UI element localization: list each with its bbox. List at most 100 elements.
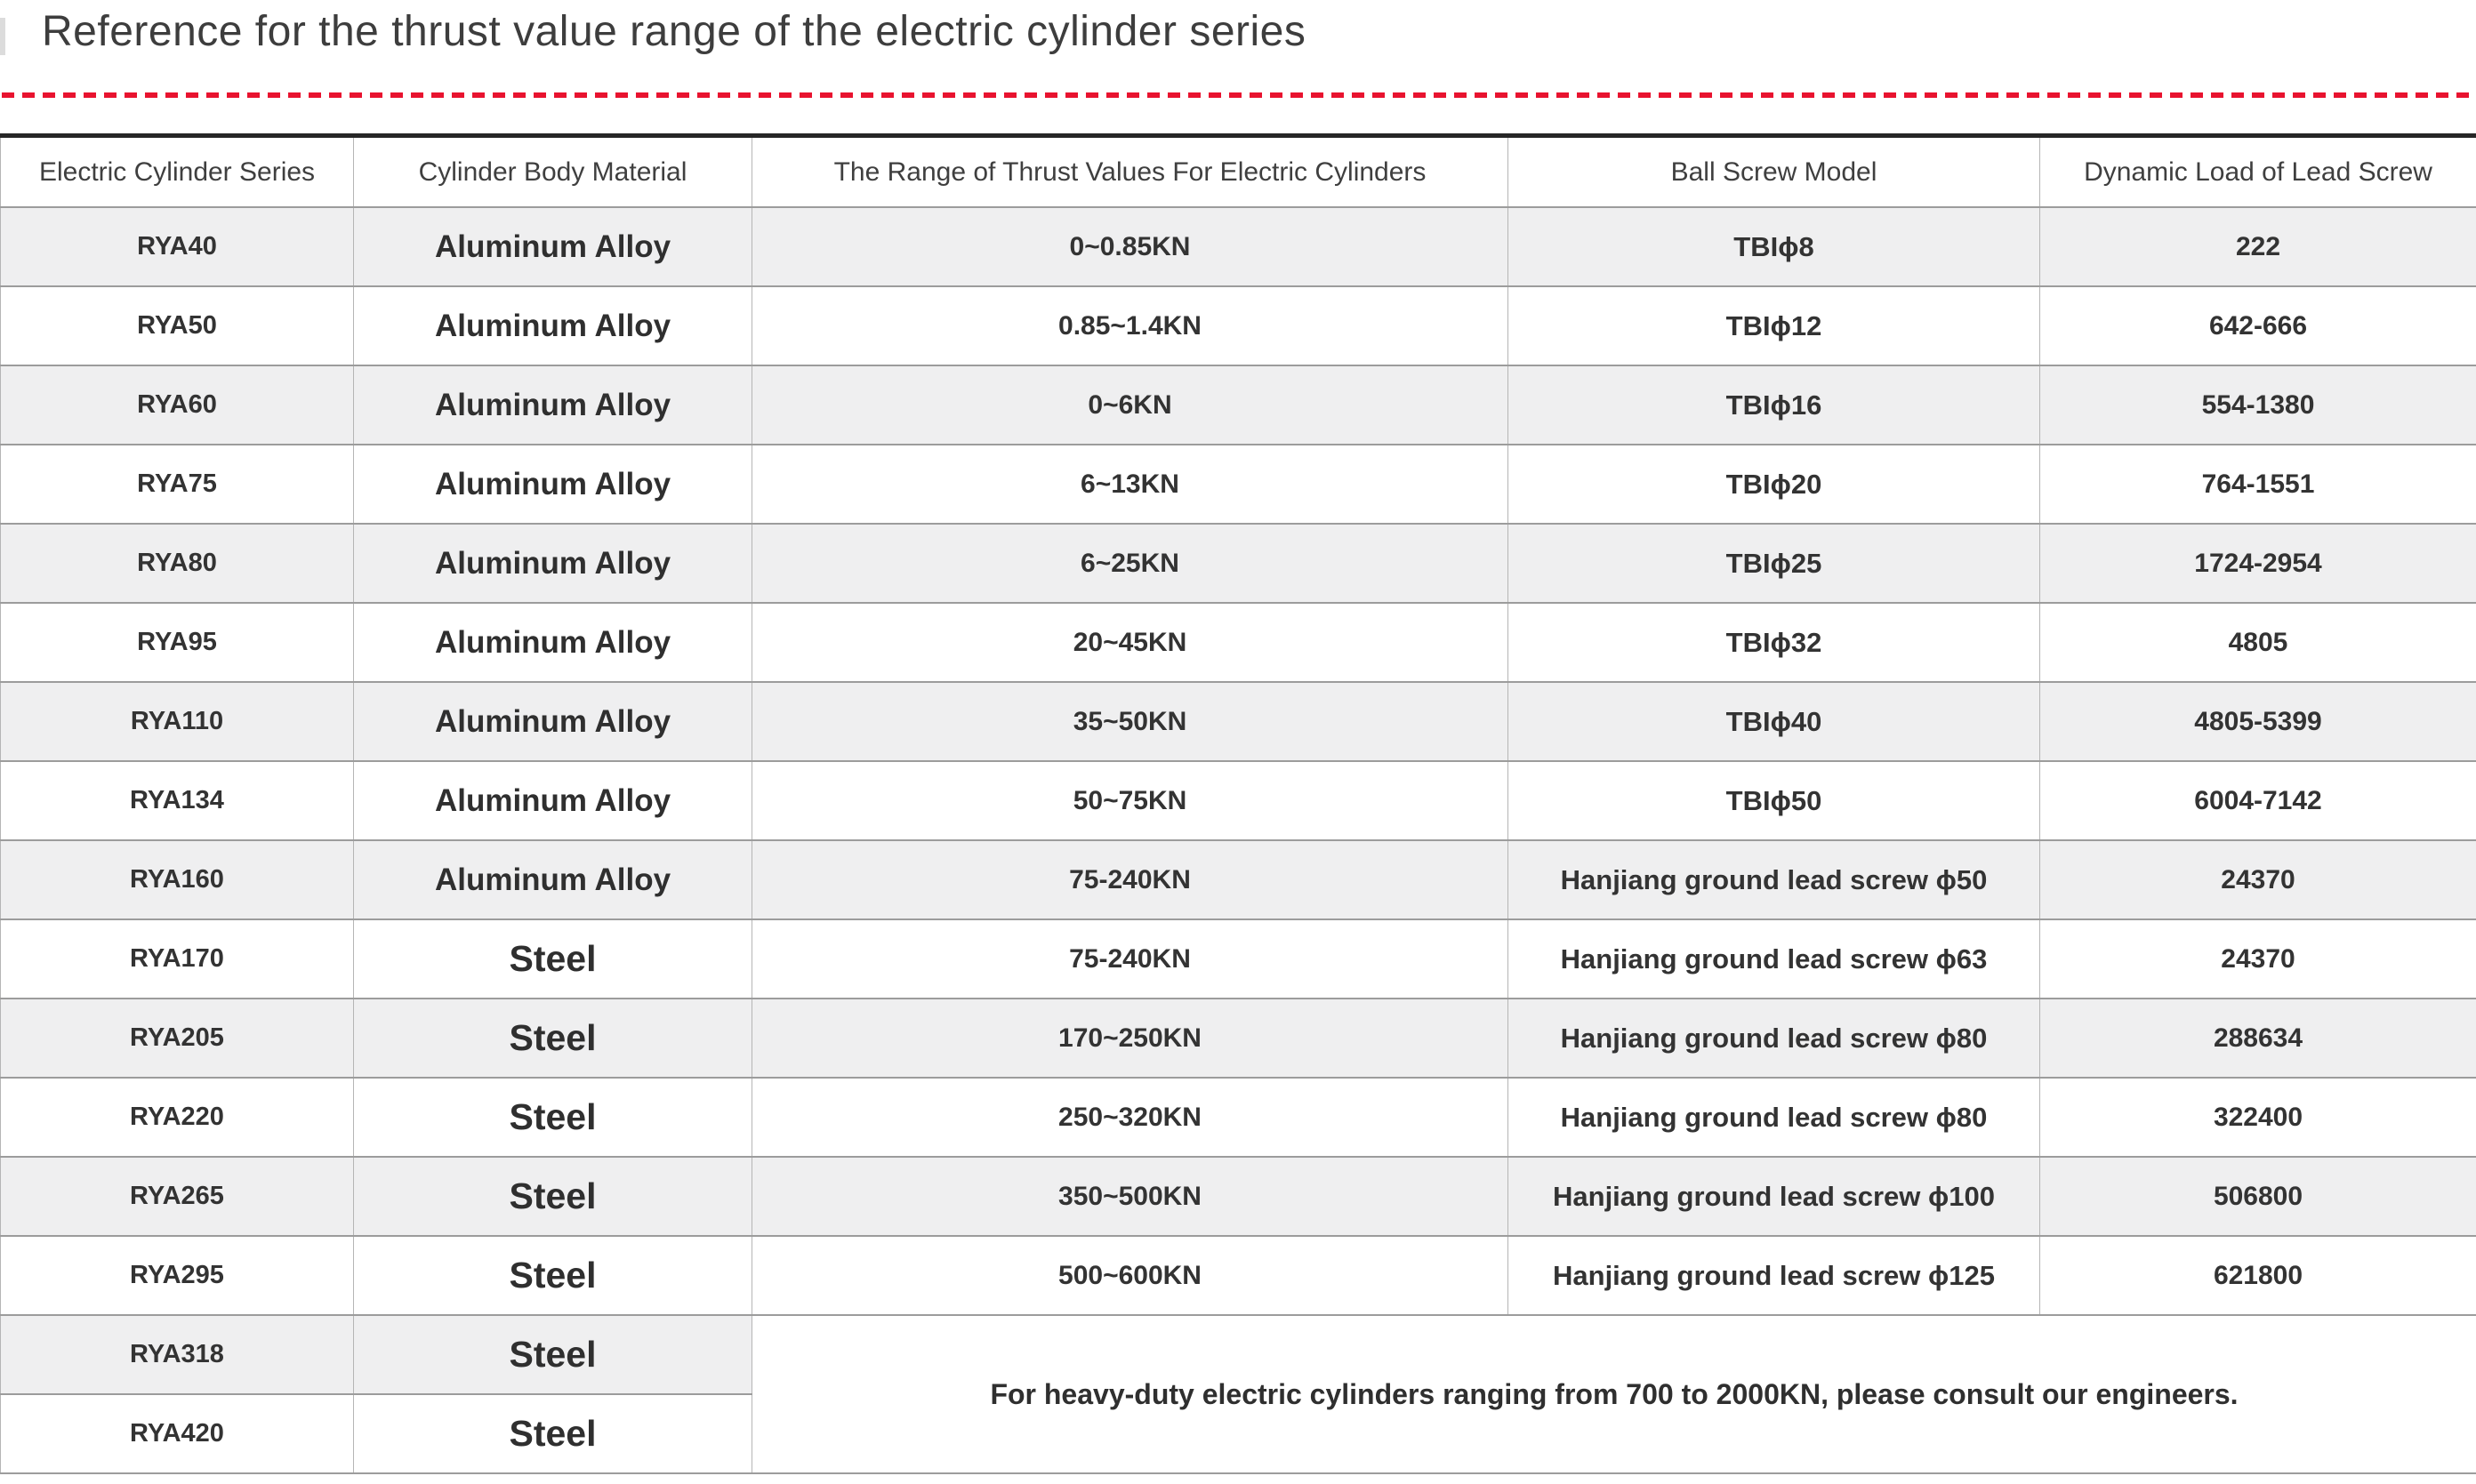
header-row: Electric Cylinder Series Cylinder Body M… [0, 134, 2476, 208]
cell-thrust: 250~320KN [752, 1077, 1508, 1158]
decorative-mark [0, 18, 5, 55]
cell-thrust: 170~250KN [752, 998, 1508, 1079]
table-row: RYA220 Steel 250~320KN Hanjiang ground lead… [0, 1077, 2476, 1158]
cell-series: RYA170 [0, 918, 354, 999]
cell-material: Steel [353, 1235, 752, 1316]
cell-thrust: 6~25KN [752, 523, 1508, 604]
cell-screw: Hanjiang ground lead screw ϕ80 [1507, 1077, 2040, 1158]
cell-series: RYA220 [0, 1077, 354, 1158]
cell-series: RYA50 [0, 285, 354, 366]
cell-screw: TBIϕ8 [1507, 206, 2040, 287]
cell-screw: TBIϕ40 [1507, 681, 2040, 762]
cell-material: Aluminum Alloy [353, 602, 752, 683]
cell-load: 288634 [2039, 998, 2476, 1079]
heavy-duty-note: For heavy-duty electric cylinders rangin… [752, 1314, 2476, 1474]
cell-thrust: 20~45KN [752, 602, 1508, 683]
cell-load: 6004-7142 [2039, 760, 2476, 841]
cell-series: RYA205 [0, 998, 354, 1079]
table-row: RYA95 Aluminum Alloy 20~45KN TBIϕ32 4805 [0, 602, 2476, 683]
cell-load: 222 [2039, 206, 2476, 287]
cell-screw: TBIϕ32 [1507, 602, 2040, 683]
cell-screw: Hanjiang ground lead screw ϕ63 [1507, 918, 2040, 999]
cell-load: 4805-5399 [2039, 681, 2476, 762]
cell-material: Steel [353, 1314, 752, 1395]
cell-material: Aluminum Alloy [353, 444, 752, 525]
cell-series: RYA110 [0, 681, 354, 762]
cell-load: 322400 [2039, 1077, 2476, 1158]
table-header: Electric Cylinder Series Cylinder Body M… [0, 134, 2476, 208]
cell-series: RYA80 [0, 523, 354, 604]
cell-thrust: 75-240KN [752, 918, 1508, 999]
cell-load: 642-666 [2039, 285, 2476, 366]
cell-material: Aluminum Alloy [353, 681, 752, 762]
cell-load: 764-1551 [2039, 444, 2476, 525]
cell-thrust: 6~13KN [752, 444, 1508, 525]
table-row: RYA170 Steel 75-240KN Hanjiang ground lead … [0, 918, 2476, 999]
cell-load: 24370 [2039, 918, 2476, 999]
cell-material: Aluminum Alloy [353, 365, 752, 445]
cell-screw: TBIϕ12 [1507, 285, 2040, 366]
cell-screw: Hanjiang ground lead screw ϕ80 [1507, 998, 2040, 1079]
cell-series: RYA160 [0, 839, 354, 920]
cell-screw: Hanjiang ground lead screw ϕ50 [1507, 839, 2040, 920]
cell-thrust: 75-240KN [752, 839, 1508, 920]
cell-series: RYA134 [0, 760, 354, 841]
cell-material: Steel [353, 1077, 752, 1158]
cell-thrust: 500~600KN [752, 1235, 1508, 1316]
cell-series: RYA420 [0, 1393, 354, 1474]
cell-material: Steel [353, 998, 752, 1079]
cell-thrust: 50~75KN [752, 760, 1508, 841]
table-row: RYA80 Aluminum Alloy 6~25KN TBIϕ25 1724-2954 [0, 523, 2476, 604]
header-thrust: The Range of Thrust Values For Electric … [752, 134, 1508, 208]
cell-screw: TBIϕ50 [1507, 760, 2040, 841]
red-dashed-divider [2, 92, 2476, 98]
header-load: Dynamic Load of Lead Screw [2039, 134, 2476, 208]
cell-screw: Hanjiang ground lead screw ϕ125 [1507, 1235, 2040, 1316]
header-series: Electric Cylinder Series [0, 134, 354, 208]
table-row: RYA205 Steel 170~250KN Hanjiang ground lead… [0, 998, 2476, 1079]
table-row: RYA160 Aluminum Alloy 75-240KN Hanjiang gro… [0, 839, 2476, 920]
cell-load: 554-1380 [2039, 365, 2476, 445]
cell-screw: TBIϕ20 [1507, 444, 2040, 525]
cell-series: RYA75 [0, 444, 354, 525]
cell-thrust: 0~0.85KN [752, 206, 1508, 287]
cell-load: 24370 [2039, 839, 2476, 920]
table-row: RYA318 Steel For heavy-duty electric cylin… [0, 1314, 2476, 1474]
cell-screw: TBIϕ25 [1507, 523, 2040, 604]
cell-load: 4805 [2039, 602, 2476, 683]
table-body: RYA40 Aluminum Alloy 0~0.85KN TBIϕ8 222 RYA50… [0, 206, 2476, 1474]
table-row: RYA110 Aluminum Alloy 35~50KN TBIϕ40 4805-53… [0, 681, 2476, 762]
cell-series: RYA318 [0, 1314, 354, 1395]
table-row: RYA40 Aluminum Alloy 0~0.85KN TBIϕ8 222 [0, 206, 2476, 287]
cell-material: Aluminum Alloy [353, 285, 752, 366]
cell-load: 506800 [2039, 1156, 2476, 1237]
cell-material: Aluminum Alloy [353, 839, 752, 920]
cell-series: RYA40 [0, 206, 354, 287]
table-row: RYA295 Steel 500~600KN Hanjiang ground lead… [0, 1235, 2476, 1316]
cell-series: RYA295 [0, 1235, 354, 1316]
cell-screw: Hanjiang ground lead screw ϕ100 [1507, 1156, 2040, 1237]
table-row: RYA265 Steel 350~500KN Hanjiang ground lead… [0, 1156, 2476, 1237]
cell-load: 621800 [2039, 1235, 2476, 1316]
cell-material: Steel [353, 918, 752, 999]
cell-material: Steel [353, 1393, 752, 1474]
cell-material: Aluminum Alloy [353, 206, 752, 287]
cell-series: RYA95 [0, 602, 354, 683]
table-row: RYA75 Aluminum Alloy 6~13KN TBIϕ20 764-1551 [0, 444, 2476, 525]
cell-thrust: 350~500KN [752, 1156, 1508, 1237]
cell-thrust: 0~6KN [752, 365, 1508, 445]
cell-thrust: 35~50KN [752, 681, 1508, 762]
cell-material: Steel [353, 1156, 752, 1237]
table-row: RYA50 Aluminum Alloy 0.85~1.4KN TBIϕ12 642-6… [0, 285, 2476, 366]
header-material: Cylinder Body Material [353, 134, 752, 208]
thrust-reference-table: Electric Cylinder Series Cylinder Body M… [0, 133, 2476, 1474]
cell-series: RYA60 [0, 365, 354, 445]
cell-material: Aluminum Alloy [353, 760, 752, 841]
cell-material: Aluminum Alloy [353, 523, 752, 604]
cell-load: 1724-2954 [2039, 523, 2476, 604]
page-title: Reference for the thrust value range of … [42, 8, 1306, 55]
table-row: RYA134 Aluminum Alloy 50~75KN TBIϕ50 6004-71… [0, 760, 2476, 841]
table-row: RYA60 Aluminum Alloy 0~6KN TBIϕ16 554-1380 [0, 365, 2476, 445]
cell-screw: TBIϕ16 [1507, 365, 2040, 445]
